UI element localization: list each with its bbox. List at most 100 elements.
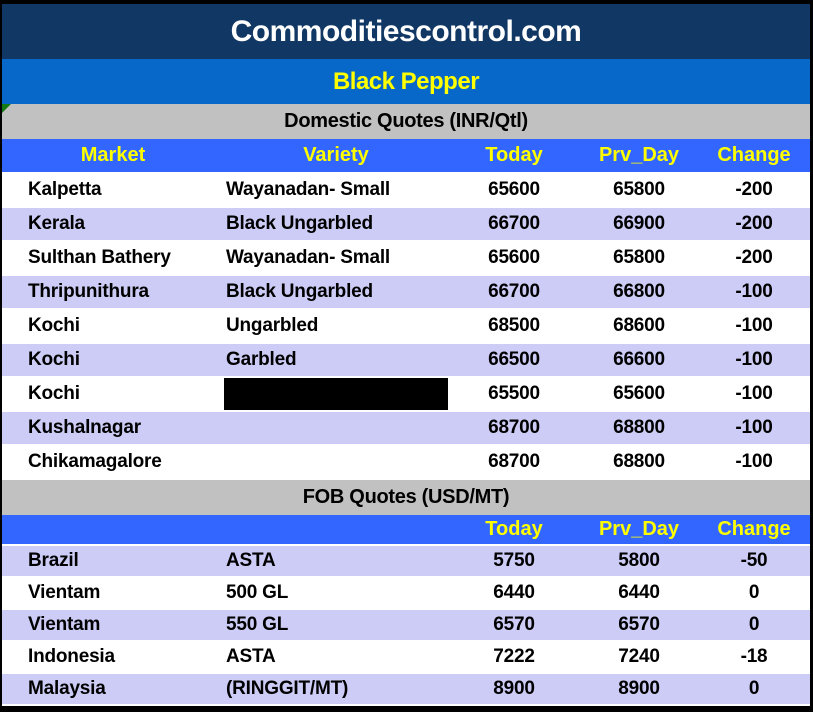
prv-day-cell: 68600 xyxy=(580,310,698,342)
change-cell: -100 xyxy=(698,412,810,444)
market-cell: Indonesia xyxy=(2,642,224,672)
today-value: 8900 xyxy=(493,678,535,699)
variety-cell: Garbled xyxy=(224,344,448,376)
market-value: Kalpetta xyxy=(28,179,102,200)
market-cell: Kerala xyxy=(2,208,224,240)
column-header-today: Today xyxy=(485,144,543,166)
market-value: Kerala xyxy=(28,213,85,234)
fob-section-title: FOB Quotes (USD/MT) xyxy=(302,486,510,508)
market-cell: Kochi xyxy=(2,344,224,376)
market-value: Kochi xyxy=(28,315,80,336)
prv_day-value: 68600 xyxy=(613,315,665,336)
market-cell: Thripunithura xyxy=(2,276,224,308)
market-value: Chikamagalore xyxy=(28,451,162,472)
domestic-section-title: Domestic Quotes (INR/Qtl) xyxy=(284,110,528,132)
column-header-prv-day: Prv_Day xyxy=(598,518,680,540)
change-value: -100 xyxy=(735,451,773,472)
table-row: Chikamagalore 68700 68800 -100 xyxy=(2,446,810,480)
table-row: Kochi Garbled 66500 66600 -100 xyxy=(2,344,810,378)
today-value: 65600 xyxy=(488,179,540,200)
change-value: 0 xyxy=(748,678,760,699)
today-value: 68700 xyxy=(488,417,540,438)
change-cell: 0 xyxy=(698,610,810,640)
variety-cell: Ungarbled xyxy=(224,310,448,342)
variety-value: (RINGGIT/MT) xyxy=(226,678,349,699)
change-cell: -200 xyxy=(698,242,810,274)
today-value: 7222 xyxy=(493,646,535,667)
change-value: -100 xyxy=(735,281,773,302)
prv_day-value: 66800 xyxy=(613,281,665,302)
prv-day-cell: 68800 xyxy=(580,446,698,478)
variety-value: Wayanadan- Small xyxy=(226,179,390,200)
fob-section-header: FOB Quotes (USD/MT) xyxy=(2,480,810,515)
change-cell: -100 xyxy=(698,276,810,308)
change-cell: -50 xyxy=(698,546,810,576)
today-cell: 5750 xyxy=(448,546,580,576)
today-value: 68700 xyxy=(488,451,540,472)
prv-day-cell: 68800 xyxy=(580,412,698,444)
prv-day-cell: 66900 xyxy=(580,208,698,240)
prv-day-cell: 5800 xyxy=(580,546,698,576)
market-value: Kochi xyxy=(28,383,80,404)
change-cell: -100 xyxy=(698,344,810,376)
change-cell: -200 xyxy=(698,208,810,240)
table-row: Vientam 550 GL 6570 6570 0 xyxy=(2,610,810,642)
today-cell: 8900 xyxy=(448,674,580,704)
today-value: 6570 xyxy=(493,614,535,635)
change-value: -18 xyxy=(740,646,768,667)
market-cell: Kalpetta xyxy=(2,174,224,206)
domestic-section-header: Domestic Quotes (INR/Qtl) xyxy=(2,104,810,139)
fob-column-header-row: Today Prv_Day Change xyxy=(2,515,810,546)
today-value: 66700 xyxy=(488,281,540,302)
change-cell: -100 xyxy=(698,446,810,478)
market-value: Kochi xyxy=(28,349,80,370)
market-value: Vientam xyxy=(28,582,101,603)
prv_day-value: 66900 xyxy=(613,213,665,234)
prv_day-value: 7240 xyxy=(618,646,660,667)
table-row: Sulthan Bathery Wayanadan- Small 65600 6… xyxy=(2,242,810,276)
change-value: -200 xyxy=(735,213,773,234)
prv_day-value: 65600 xyxy=(613,383,665,404)
table-row: Brazil ASTA 5750 5800 -50 xyxy=(2,546,810,578)
market-cell: Malaysia xyxy=(2,674,224,704)
today-value: 66700 xyxy=(488,213,540,234)
variety-cell xyxy=(224,412,448,444)
variety-value: ASTA xyxy=(226,550,276,571)
site-header-band: Commoditiescontrol.com xyxy=(2,4,810,59)
table-row: Kalpetta Wayanadan- Small 65600 65800 -2… xyxy=(2,174,810,208)
prv-day-cell: 66800 xyxy=(580,276,698,308)
today-cell: 66700 xyxy=(448,276,580,308)
today-cell: 66700 xyxy=(448,208,580,240)
prv-day-cell: 7240 xyxy=(580,642,698,672)
table-row: Kushalnagar 68700 68800 -100 xyxy=(2,412,810,446)
variety-value: ASTA xyxy=(226,646,276,667)
prv_day-value: 66600 xyxy=(613,349,665,370)
column-header-market: Market xyxy=(80,144,146,166)
variety-cell: ASTA xyxy=(224,546,448,576)
prv_day-value: 8900 xyxy=(618,678,660,699)
variety-value: Wayanadan- Small xyxy=(226,247,390,268)
change-value: -50 xyxy=(740,550,768,571)
today-value: 68500 xyxy=(488,315,540,336)
today-cell: 68700 xyxy=(448,446,580,478)
column-header-prv-day: Prv_Day xyxy=(598,144,680,166)
domestic-column-header-row: Market Variety Today Prv_Day Change xyxy=(2,139,810,174)
prv-day-cell: 65800 xyxy=(580,174,698,206)
variety-cell xyxy=(224,446,448,478)
variety-value: Black Ungarbled xyxy=(226,281,373,302)
change-cell: -100 xyxy=(698,378,810,410)
today-value: 6440 xyxy=(493,582,535,603)
table-row: Thripunithura Black Ungarbled 66700 6680… xyxy=(2,276,810,310)
market-value: Malaysia xyxy=(28,678,106,699)
domestic-rows: Kalpetta Wayanadan- Small 65600 65800 -2… xyxy=(2,174,810,480)
today-cell: 65600 xyxy=(448,242,580,274)
variety-cell: Wayanadan- Small xyxy=(224,174,448,206)
market-cell: Kushalnagar xyxy=(2,412,224,444)
prv-day-cell: 65800 xyxy=(580,242,698,274)
column-header-today: Today xyxy=(485,518,543,540)
column-header-variety: Variety xyxy=(303,144,369,166)
change-value: -200 xyxy=(735,179,773,200)
variety-cell: (RINGGIT/MT) xyxy=(224,674,448,704)
prv-day-cell: 8900 xyxy=(580,674,698,704)
